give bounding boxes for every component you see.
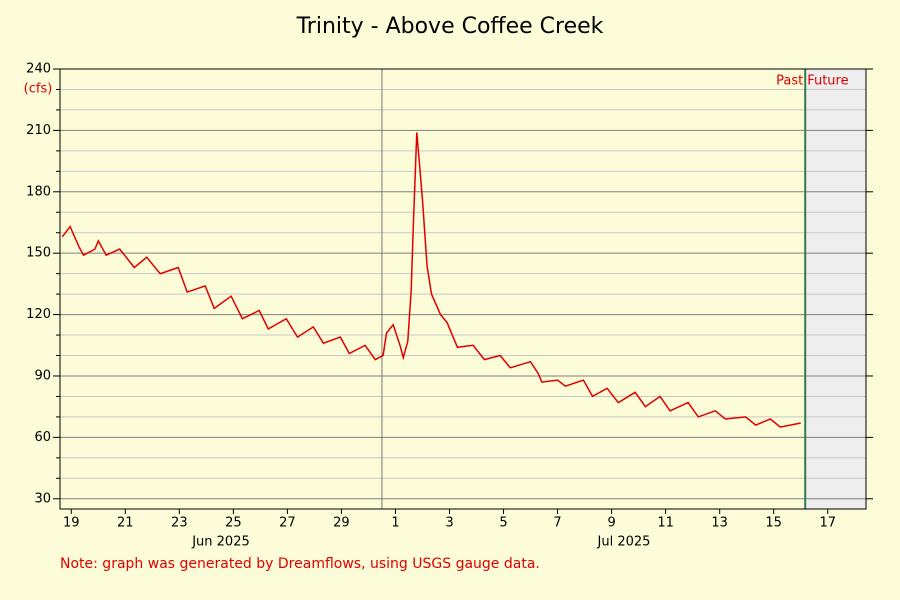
note: Note: graph was generated by Dreamflows,… — [60, 556, 540, 572]
y-tick-label: 90 — [34, 368, 51, 383]
y-tick-label: 60 — [34, 430, 51, 445]
chart-title: Trinity - Above Coffee Creek — [296, 14, 604, 39]
x-tick-label: 7 — [553, 516, 561, 531]
x-tick-label: 15 — [765, 516, 782, 531]
month-label: Jul 2025 — [597, 535, 651, 550]
x-tick-label: 9 — [607, 516, 615, 531]
y-tick-label: 30 — [34, 491, 51, 506]
plot-frame — [59, 68, 867, 510]
x-tick-label: 23 — [171, 516, 188, 531]
x-tick-label: 3 — [445, 516, 453, 531]
x-tick-label: 19 — [63, 516, 80, 531]
y-tick-label: 210 — [26, 123, 51, 138]
x-tick-label: 27 — [279, 516, 296, 531]
y-tick-label: 150 — [26, 246, 51, 261]
x-tick-label: 11 — [657, 516, 674, 531]
future-region — [805, 69, 866, 509]
month-label: Jun 2025 — [191, 535, 250, 550]
y-tick-label: 120 — [26, 307, 51, 322]
x-tick-label: 1 — [391, 516, 399, 531]
y-unit-label: (cfs) — [24, 82, 53, 97]
x-tick-label: 5 — [499, 516, 507, 531]
x-tick-label: 29 — [333, 516, 350, 531]
past-label: Past — [776, 74, 803, 89]
series-line — [61, 132, 801, 428]
x-tick-label: 25 — [225, 516, 242, 531]
x-tick-label: 21 — [117, 516, 134, 531]
x-tick-label: 17 — [819, 516, 836, 531]
future-label: Future — [807, 74, 848, 89]
x-tick-label: 13 — [711, 516, 728, 531]
y-tick-label: 180 — [26, 184, 51, 199]
y-tick-label: 240 — [26, 62, 51, 77]
